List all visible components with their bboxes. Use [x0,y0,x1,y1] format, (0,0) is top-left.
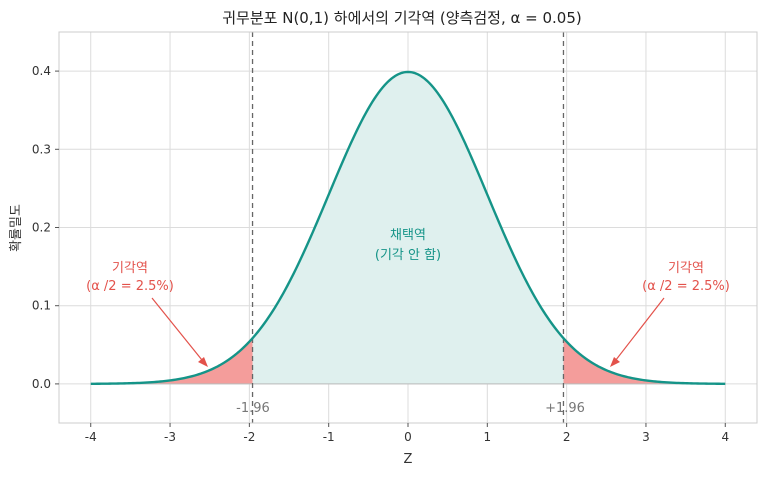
y-axis-label: 확률밀도 [9,204,24,252]
x-tick-label: -4 [85,430,97,444]
left-rejection-region [90,338,253,384]
right-rejection-region [563,338,726,384]
density-curve [90,70,726,385]
y-tick-label: 0.2 [32,221,51,235]
y-tick-label: 0.1 [32,299,51,313]
chart-title: 귀무분포 N(0,1) 하에서의 기각역 (양측검정, α = 0.05) [222,9,581,27]
acceptance-label-line2: (기각 안 함) [375,248,441,263]
right-rejection-arrowhead [610,357,620,367]
x-tick-label: 4 [721,430,729,444]
lines [90,32,726,423]
left-rejection-label-line1: 기각역 [112,261,148,276]
critical-label-left: -1.96 [236,401,270,416]
left-rejection-label-line2: (α /2 = 2.5%) [86,279,174,294]
left-rejection-arrowhead [198,357,208,367]
x-tick-label: 1 [483,430,491,444]
x-axis-label: Z [404,452,413,467]
acceptance-region [252,71,564,384]
right-rejection-arrow [611,297,665,366]
x-tick-label: -1 [323,430,335,444]
x-tick-label: -3 [164,430,176,444]
fill-areas [90,71,726,384]
annotations: 채택역 (기각 안 함) 기각역 (α /2 = 2.5%) 기각역 (α /2… [86,228,730,416]
x-tick-label: 3 [642,430,650,444]
acceptance-label-line1: 채택역 [390,228,426,243]
left-rejection-arrow [151,297,207,366]
x-tick-label: 0 [404,430,412,444]
y-tick-label: 0.0 [32,377,51,391]
right-rejection-label-line1: 기각역 [668,261,704,276]
x-tick-label: -2 [243,430,255,444]
y-tick-label: 0.3 [32,142,51,156]
right-rejection-label-line2: (α /2 = 2.5%) [642,279,730,294]
y-tick-label: 0.4 [32,64,51,78]
x-tick-label: 2 [563,430,571,444]
ticks: -4 -3 -2 -1 0 1 2 3 4 0.0 0.1 0.2 0.3 0.4 [32,64,729,444]
critical-label-right: +1.96 [545,401,585,416]
